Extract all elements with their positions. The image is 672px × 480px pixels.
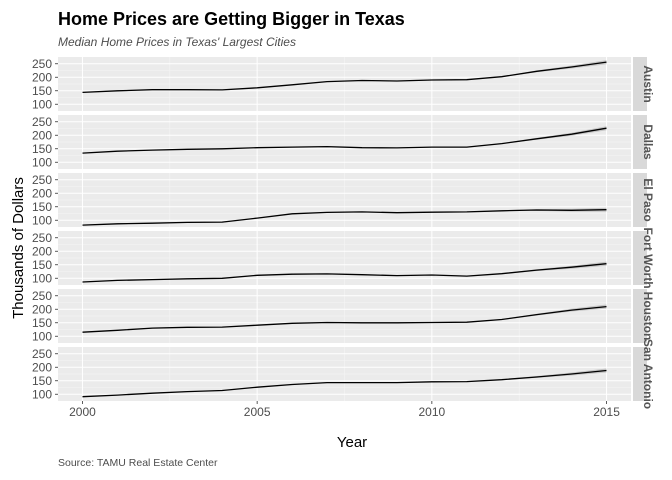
facet-strip [633,115,647,169]
facet-label-dallas: Dallas [641,124,655,160]
y-tick-label: 200 [32,360,52,374]
facet-label-fort-worth: Fort Worth [641,227,655,288]
facet-strip [633,173,647,227]
x-tick-label: 2000 [69,405,96,419]
x-tick-label: 2015 [593,405,620,419]
y-tick-label: 250 [32,231,52,245]
series-line-dallas [82,127,607,154]
y-tick-label: 150 [32,316,52,330]
y-tick-label: 150 [32,374,52,388]
facet-strip [633,231,647,285]
x-tick-label: 2010 [418,405,445,419]
facet-label-houston: Houston [641,292,655,341]
facet-strip [633,347,647,401]
y-tick-label: 200 [32,70,52,84]
y-tick-label: 200 [32,128,52,142]
y-tick-label: 100 [32,213,52,227]
facet-strip [633,57,647,111]
y-tick-label: 200 [32,186,52,200]
chart-subtitle: Median Home Prices in Texas' Largest Cit… [58,35,296,49]
y-tick-label: 150 [32,258,52,272]
y-tick-label: 150 [32,84,52,98]
y-tick-label: 250 [32,173,52,187]
y-tick-label: 150 [32,200,52,214]
facet-label-el-paso: El Paso [641,178,655,221]
y-tick-label: 100 [32,329,52,343]
y-tick-label: 100 [32,387,52,401]
series-line-fort-worth [82,263,607,283]
y-tick-label: 100 [32,97,52,111]
y-tick-label: 200 [32,244,52,258]
y-tick-label: 250 [32,289,52,303]
y-tick-label: 250 [32,347,52,361]
x-tick-label: 2005 [244,405,271,419]
facet-label-austin: Austin [641,65,655,102]
chart-caption: Source: TAMU Real Estate Center [58,457,218,469]
series-line-el-paso [82,209,607,226]
y-tick-label: 250 [32,57,52,71]
y-tick-label: 250 [32,115,52,129]
facet-panels: 100150200250Austin100150200250Dallas1001… [32,57,655,409]
series-line-san-antonio [82,369,607,398]
series-line-austin [82,61,607,94]
y-axis-title: Thousands of Dollars [10,177,27,319]
x-axis: 2000 2005 2010 2015 [69,401,620,419]
y-tick-label: 200 [32,302,52,316]
facet-label-san-antonio: San Antonio [641,339,655,409]
series-line-houston [82,305,607,333]
y-tick-label: 100 [32,155,52,169]
x-axis-title: Year [337,434,367,451]
facet-strip [633,289,647,343]
y-tick-label: 150 [32,142,52,156]
chart-title: Home Prices are Getting Bigger in Texas [58,9,405,29]
y-tick-label: 100 [32,271,52,285]
